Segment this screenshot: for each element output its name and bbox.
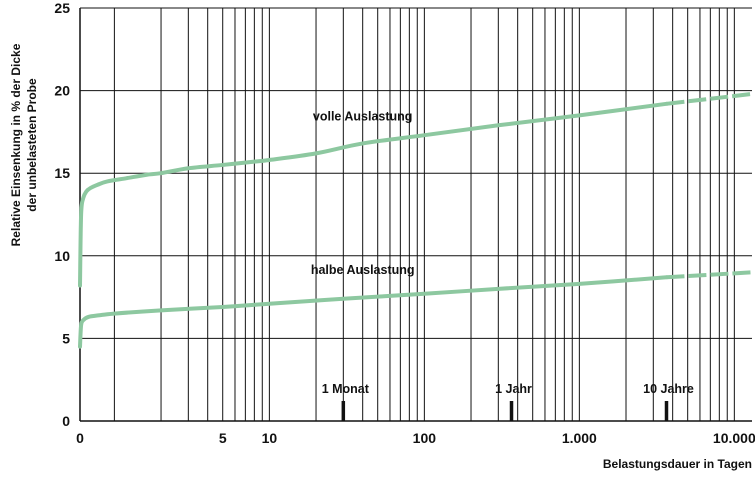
x-tick-label: 10 xyxy=(262,430,278,446)
series-extrapolation-halbe-auslastung xyxy=(666,270,753,280)
x-tick-label: 100 xyxy=(413,430,437,446)
series-extrapolation-volle-auslastung xyxy=(666,91,753,106)
plot-frame xyxy=(79,7,752,422)
series-line-halbe-auslastung xyxy=(78,275,669,349)
time-marker-label: 10 Jahre xyxy=(643,382,694,396)
x-tick-labels: 0 5 10 100 1.000 10.000 xyxy=(76,430,755,446)
x-tick-label: 10.000 xyxy=(713,430,755,446)
y-tick-label: 10 xyxy=(54,248,70,264)
time-markers: 1 Monat 1 Jahr 10 Jahre xyxy=(322,382,694,421)
x-tick-label: 5 xyxy=(219,430,227,446)
series-layer: volle Auslastung halbe Auslastung xyxy=(78,91,753,349)
series-line-volle-auslastung xyxy=(78,101,669,288)
y-tick-label: 5 xyxy=(62,330,70,346)
series-label: volle Auslastung xyxy=(313,109,413,123)
y-axis-title-line-2: der unbelasteten Probe xyxy=(25,78,39,212)
y-tick-label: 0 xyxy=(62,413,70,429)
time-marker-label: 1 Jahr xyxy=(495,382,532,396)
y-tick-labels: 0 5 10 15 20 25 xyxy=(54,0,70,429)
x-axis-title: Belastungsdauer in Tagen xyxy=(603,457,752,471)
x-tick-label: 0 xyxy=(76,430,84,446)
y-tick-label: 25 xyxy=(54,0,70,16)
series-label: halbe Auslastung xyxy=(311,263,415,277)
x-tick-label: 1.000 xyxy=(562,430,597,446)
y-axis-title-line-1: Relative Einsenkung in % der Dicke xyxy=(9,43,23,246)
y-tick-label: 15 xyxy=(54,165,70,181)
grid-layer xyxy=(80,8,752,421)
time-marker-label: 1 Monat xyxy=(322,382,370,396)
y-tick-label: 20 xyxy=(54,83,70,99)
